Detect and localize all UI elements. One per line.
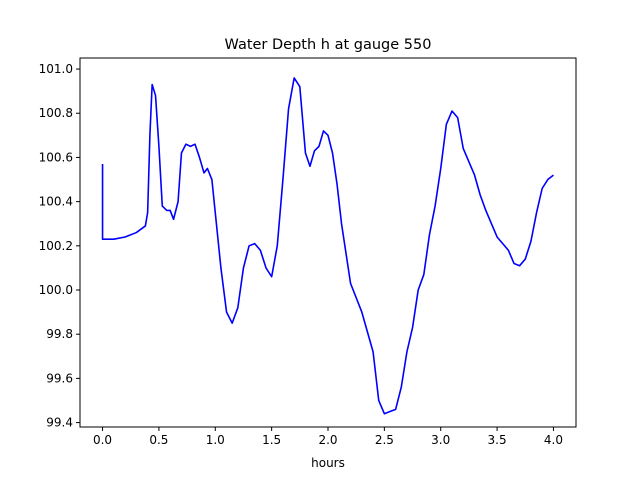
y-tick-label: 101.0	[39, 62, 73, 76]
y-tick-label: 100.4	[39, 195, 73, 209]
x-tick-label: 1.5	[262, 433, 281, 447]
x-tick-label: 3.0	[431, 433, 450, 447]
x-tick-label: 2.5	[375, 433, 394, 447]
y-tick-label: 100.6	[39, 150, 73, 164]
y-tick-label: 100.8	[39, 106, 73, 120]
x-tick-label: 0.0	[93, 433, 112, 447]
series-line-0	[101, 77, 554, 415]
y-tick-label: 99.4	[46, 416, 73, 430]
y-tick-label: 100.2	[39, 239, 73, 253]
x-tick-label: 2.0	[318, 433, 337, 447]
x-axis-ticks: 0.0 0.5 1.0 1.5 2.0 2.5 3.0 3.5 4.0	[93, 427, 563, 447]
y-tick-label: 99.6	[46, 371, 73, 385]
y-axis-ticks: 99.4 99.6 99.8 100.0 100.2 100.4 100.6 100.8 101…	[39, 62, 80, 430]
x-tick-label: 0.5	[149, 433, 168, 447]
y-tick-label: 100.0	[39, 283, 73, 297]
y-tick-label: 99.8	[46, 327, 73, 341]
x-tick-label: 3.5	[488, 433, 507, 447]
x-tick-label: 4.0	[544, 433, 563, 447]
x-tick-label: 1.0	[206, 433, 225, 447]
x-axis-label: hours	[311, 456, 345, 470]
chart-title: Water Depth h at gauge 550	[225, 37, 432, 53]
